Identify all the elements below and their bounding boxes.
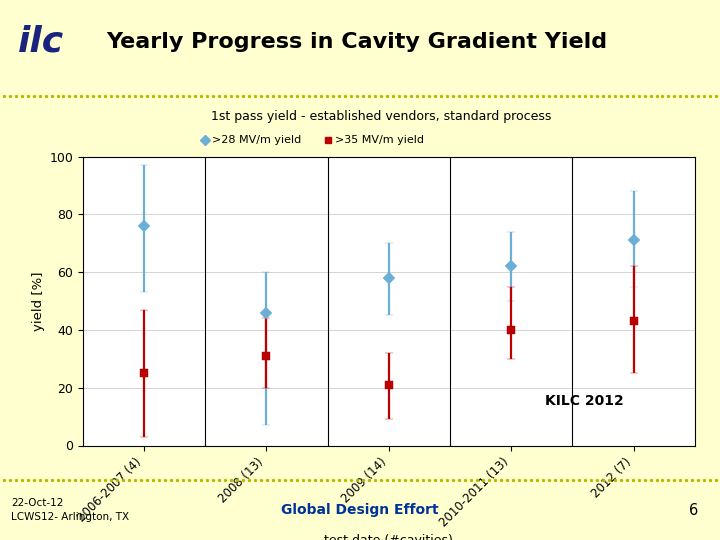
Text: 22-Oct-12
LCWS12- Arlington, TX: 22-Oct-12 LCWS12- Arlington, TX: [11, 498, 129, 522]
Text: Global Design Effort: Global Design Effort: [282, 503, 438, 517]
Text: 1st pass yield - established vendors, standard process: 1st pass yield - established vendors, st…: [212, 110, 552, 123]
Text: 6: 6: [689, 503, 698, 518]
Text: KILC 2012: KILC 2012: [545, 394, 624, 408]
X-axis label: test date (#cavities): test date (#cavities): [325, 534, 453, 540]
Text: Yearly Progress in Cavity Gradient Yield: Yearly Progress in Cavity Gradient Yield: [107, 32, 608, 52]
Text: >28 MV/m yield: >28 MV/m yield: [212, 135, 302, 145]
Text: ilc: ilc: [18, 25, 64, 59]
Y-axis label: yield [%]: yield [%]: [32, 271, 45, 331]
Text: >35 MV/m yield: >35 MV/m yield: [335, 135, 424, 145]
